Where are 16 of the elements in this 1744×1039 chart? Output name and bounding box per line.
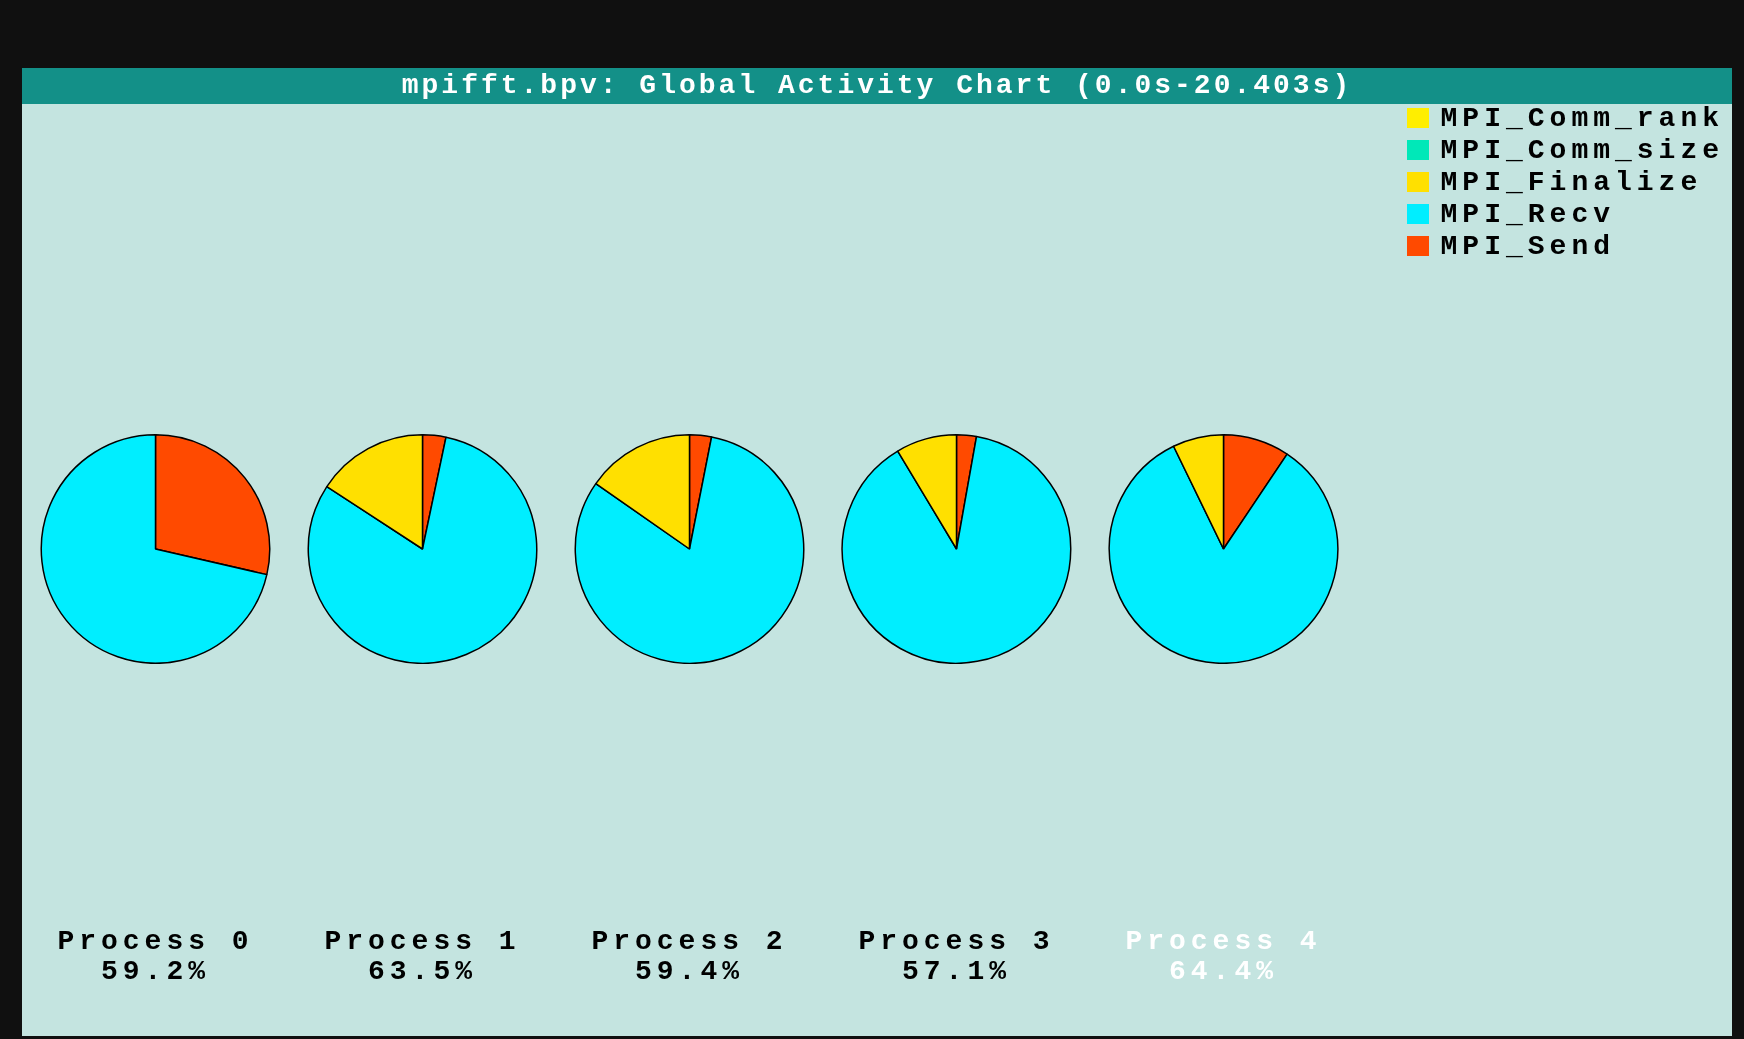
- slice-label: Process 1: [323, 926, 522, 957]
- legend-label: MPI_Finalize: [1440, 166, 1703, 198]
- legend-label: MPI_Recv: [1440, 198, 1615, 230]
- text: 59.2%: [100, 956, 211, 987]
- legend-label: MPI_Comm_size: [1440, 134, 1724, 166]
- slice-label: Process 0: [56, 926, 255, 957]
- slice-label: Process 2: [590, 926, 789, 957]
- text: 64.4%: [1168, 956, 1279, 987]
- chart-title: mpifft.bpv: Global Activity Chart (0.0s-20.403s): [22, 68, 1732, 104]
- legend-label: MPI_Send: [1440, 230, 1615, 262]
- text: 59.4%: [634, 956, 745, 987]
- legend-label: MPI_Comm_rank: [1440, 102, 1724, 134]
- text: 63.5%: [367, 956, 478, 987]
- slice-label: Process 4: [1124, 926, 1323, 957]
- slice-label: Process 3: [857, 926, 1056, 957]
- text: 57.1%: [901, 956, 1012, 987]
